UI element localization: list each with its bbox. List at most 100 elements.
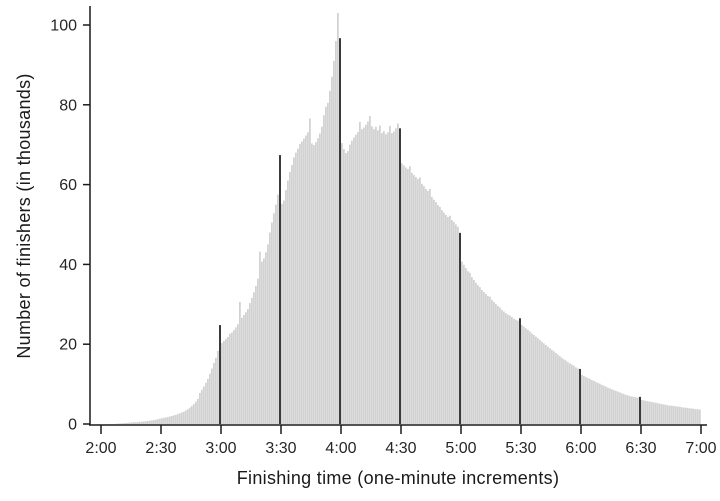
bar: [271, 222, 273, 424]
bar: [221, 343, 223, 424]
bar: [237, 324, 239, 424]
spike-bar: [219, 325, 221, 424]
bar: [407, 169, 409, 424]
bar: [609, 388, 611, 424]
bar: [643, 400, 645, 424]
bar: [521, 325, 523, 424]
bar: [401, 163, 403, 424]
bar: [439, 206, 441, 424]
bar: [323, 115, 325, 424]
bar: [507, 314, 509, 424]
bar: [385, 134, 387, 425]
spike-bar: [399, 128, 401, 424]
bar: [191, 406, 193, 424]
bar: [525, 328, 527, 424]
bar: [297, 148, 299, 424]
bar: [605, 386, 607, 424]
bar: [551, 349, 553, 424]
bar: [589, 378, 591, 424]
bar: [679, 406, 681, 424]
bar: [627, 395, 629, 424]
bar: [675, 406, 677, 424]
bar: [471, 277, 473, 424]
bar: [171, 416, 173, 424]
bar: [247, 309, 249, 424]
x-tick-label: 6:30: [625, 440, 656, 457]
bar: [461, 261, 463, 424]
bar: [665, 404, 667, 424]
bar: [435, 202, 437, 424]
bar: [541, 341, 543, 424]
bar: [581, 374, 583, 424]
bar: [617, 391, 619, 424]
bar: [663, 404, 665, 424]
bar: [127, 422, 129, 424]
bar: [145, 421, 147, 424]
bar: [147, 421, 149, 424]
bar: [543, 343, 545, 424]
bar: [181, 412, 183, 424]
bar: [365, 124, 367, 424]
bar: [275, 204, 277, 424]
bar: [587, 378, 589, 424]
x-tick-label: 4:30: [385, 440, 416, 457]
bar: [571, 364, 573, 424]
bar: [251, 297, 253, 424]
bar: [425, 188, 427, 424]
bar: [293, 157, 295, 424]
bar: [659, 403, 661, 424]
bar: [569, 363, 571, 424]
bar: [557, 354, 559, 424]
bar: [131, 422, 133, 424]
bar: [317, 138, 319, 425]
bar: [225, 339, 227, 424]
bar: [483, 291, 485, 424]
bar: [139, 421, 141, 424]
y-tick-label: 40: [59, 257, 77, 274]
bar: [335, 40, 337, 425]
bar: [161, 418, 163, 424]
bar: [455, 224, 457, 424]
bar: [421, 183, 423, 424]
bar: [193, 404, 195, 424]
bar: [173, 415, 175, 424]
bar: [487, 295, 489, 424]
bar: [315, 142, 317, 424]
bar: [687, 408, 689, 424]
bar: [657, 403, 659, 424]
bar: [641, 400, 643, 424]
bar: [635, 397, 637, 424]
bar: [433, 199, 435, 424]
bar: [623, 394, 625, 424]
bar: [465, 267, 467, 424]
bar: [651, 402, 653, 424]
bar: [649, 401, 651, 424]
bar: [563, 359, 565, 424]
bar: [429, 188, 431, 424]
bar: [235, 327, 237, 424]
bar: [677, 406, 679, 424]
bar: [189, 407, 191, 424]
bar: [619, 392, 621, 424]
bar: [307, 132, 309, 424]
bar: [227, 337, 229, 424]
bar: [489, 296, 491, 424]
x-tick-label: 7:00: [685, 440, 716, 457]
bar: [325, 106, 327, 425]
bar: [337, 13, 339, 425]
bar: [531, 333, 533, 424]
bar: [397, 123, 399, 424]
y-axis-title: Number of finishers (in thousands): [14, 73, 34, 358]
bar: [253, 292, 255, 424]
bar: [213, 362, 215, 424]
x-tick-label: 5:30: [505, 440, 536, 457]
bar: [367, 121, 369, 425]
bar: [255, 285, 257, 424]
bar: [179, 413, 181, 424]
bar: [331, 76, 333, 425]
bar: [463, 264, 465, 424]
bar: [273, 213, 275, 424]
bar: [565, 360, 567, 424]
